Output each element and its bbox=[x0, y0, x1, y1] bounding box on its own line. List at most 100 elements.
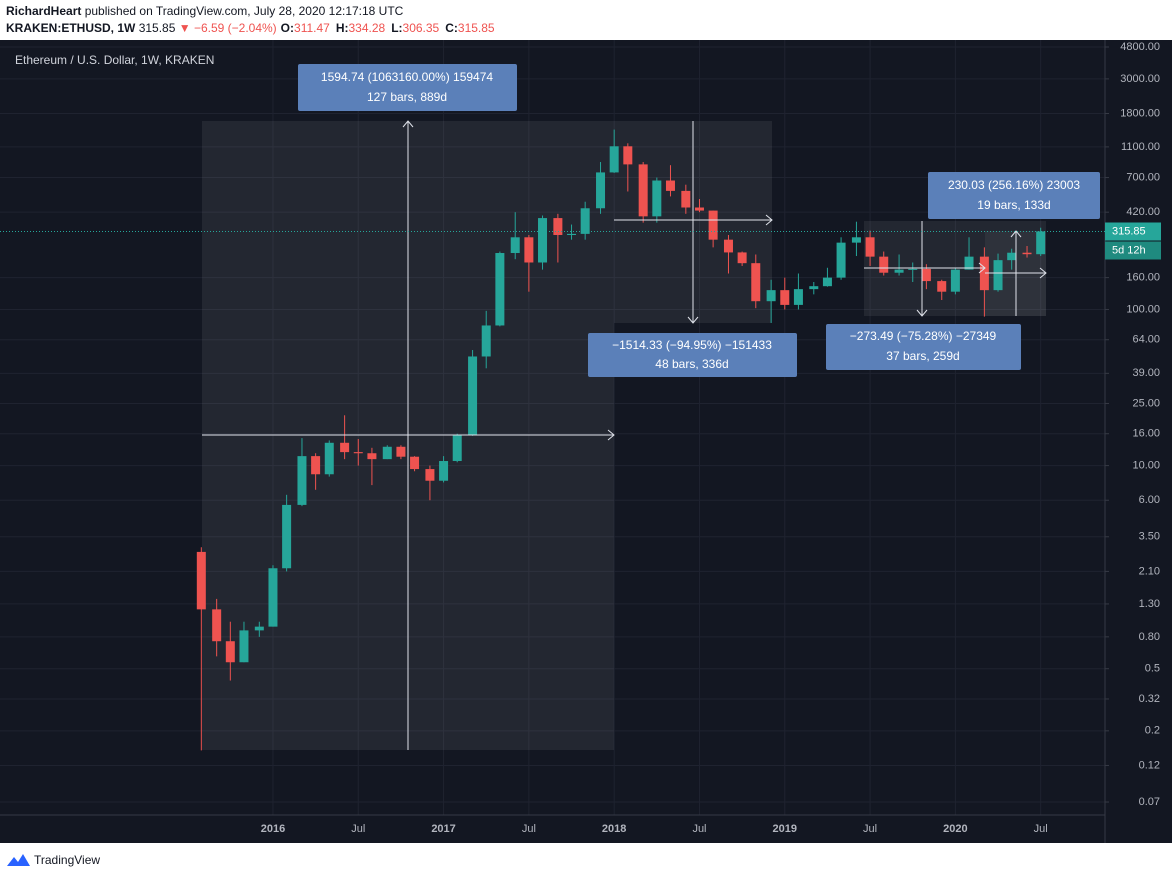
chart-title: Ethereum / U.S. Dollar, 1W, KRAKEN bbox=[15, 53, 214, 67]
y-tick-label: 3000.00 bbox=[1120, 73, 1160, 85]
candle-body bbox=[510, 237, 520, 254]
candles bbox=[196, 129, 1046, 751]
annotation-box bbox=[826, 324, 1021, 370]
candle-body bbox=[793, 289, 803, 305]
y-tick-label: 0.2 bbox=[1145, 725, 1160, 737]
candle-body bbox=[681, 190, 691, 208]
candle-body bbox=[538, 218, 548, 263]
arrow-head bbox=[1010, 230, 1022, 238]
candle-body bbox=[468, 356, 478, 436]
candle-body bbox=[382, 446, 392, 460]
y-tick-label: 160.00 bbox=[1126, 272, 1160, 284]
candle-body bbox=[879, 256, 889, 273]
candle-body bbox=[524, 237, 534, 263]
header-bg bbox=[0, 0, 1172, 40]
candle-body bbox=[297, 456, 307, 505]
candle-body bbox=[993, 260, 1003, 291]
y-tick-label: 39.00 bbox=[1132, 367, 1160, 379]
y-tick-label: 2.10 bbox=[1139, 565, 1160, 577]
y-tick-label: 0.32 bbox=[1139, 693, 1160, 705]
annotation-box bbox=[588, 333, 797, 377]
header-line-2: KRAKEN:ETHUSD, 1W 315.85 ▼ −6.59 (−2.04%… bbox=[6, 21, 495, 35]
candle-body bbox=[638, 164, 648, 217]
annotation-text: 1594.74 (1063160.00%) 159474 bbox=[321, 70, 493, 84]
footer-logo bbox=[7, 854, 30, 866]
candle-body bbox=[268, 568, 278, 627]
candle-body bbox=[212, 609, 222, 642]
annotation-text: 48 bars, 336d bbox=[655, 357, 728, 371]
y-tick-label: 3.50 bbox=[1139, 531, 1160, 543]
footer-brand: TradingView bbox=[34, 853, 100, 867]
annotation-labels: 1594.74 (1063160.00%) 159474 127 bars, 8… bbox=[298, 64, 1100, 377]
ohlc-value: 311.47 bbox=[294, 21, 330, 35]
y-tick-label: 10.00 bbox=[1132, 460, 1160, 472]
candle-body bbox=[623, 146, 633, 165]
published: published on TradingView.com, July 28, 2… bbox=[85, 4, 404, 18]
y-tick-label: 25.00 bbox=[1132, 397, 1160, 409]
arrow-head bbox=[1039, 267, 1047, 279]
ohlc-label: L: bbox=[391, 21, 402, 35]
candle-body bbox=[865, 237, 875, 257]
candle-body bbox=[937, 281, 947, 292]
candle-body bbox=[410, 456, 420, 470]
candle-body bbox=[254, 626, 264, 631]
candle-body bbox=[481, 325, 491, 357]
candle-body bbox=[979, 256, 989, 291]
candle-body bbox=[340, 442, 350, 453]
arrow-head bbox=[765, 214, 773, 226]
candle-body bbox=[822, 277, 832, 287]
candle-body bbox=[425, 469, 435, 481]
y-tick-label: 420.00 bbox=[1126, 206, 1160, 218]
candle-body bbox=[921, 268, 931, 282]
ohlc-value: 306.35 bbox=[403, 21, 440, 35]
candle-body bbox=[665, 180, 675, 191]
candle-body bbox=[908, 268, 918, 270]
candle-body bbox=[809, 286, 819, 290]
grid bbox=[0, 40, 1105, 815]
change: ▼ −6.59 (−2.04%) bbox=[179, 21, 277, 35]
candle-body bbox=[780, 290, 790, 305]
ohlc-label: O: bbox=[281, 21, 294, 35]
x-tick-label: 2019 bbox=[773, 823, 797, 835]
y-tick-label: 100.00 bbox=[1126, 303, 1160, 315]
annotation-text: 19 bars, 133d bbox=[977, 198, 1050, 212]
last-price-box bbox=[1105, 222, 1161, 241]
candle-body bbox=[225, 641, 235, 663]
x-tick-label: 2020 bbox=[943, 823, 967, 835]
candle-body bbox=[239, 630, 249, 663]
y-tick-label: 0.5 bbox=[1145, 663, 1160, 675]
y-tick-label: 0.07 bbox=[1139, 796, 1160, 808]
candle-body bbox=[723, 239, 733, 253]
y-tick-label: 700.00 bbox=[1126, 171, 1160, 183]
candle-body bbox=[282, 504, 292, 569]
candle-body bbox=[439, 461, 449, 481]
arrow-head bbox=[687, 316, 699, 324]
candle-body bbox=[1036, 231, 1046, 255]
candle-body bbox=[1022, 252, 1032, 255]
arrow-head bbox=[607, 429, 615, 441]
y-tick-label: 1100.00 bbox=[1121, 141, 1160, 153]
candle-body bbox=[553, 218, 563, 235]
y-tick-label: 16.00 bbox=[1132, 428, 1160, 440]
y-tick-label: 0.12 bbox=[1139, 759, 1160, 771]
annotation-text: −273.49 (−75.28%) −27349 bbox=[850, 329, 997, 343]
annotation-text: 230.03 (256.16%) 23003 bbox=[948, 178, 1080, 192]
candle-body bbox=[580, 208, 590, 234]
candle-body bbox=[964, 256, 974, 270]
candle-body bbox=[751, 263, 761, 302]
arrow-head bbox=[978, 262, 986, 274]
ohlc-value: 334.28 bbox=[349, 21, 386, 35]
candle-body bbox=[950, 269, 960, 292]
y-tick-label: 1800.00 bbox=[1120, 107, 1160, 119]
candle-body bbox=[367, 453, 377, 460]
y-tick-label: 1.30 bbox=[1139, 598, 1160, 610]
header-line-1: RichardHeart published on TradingView.co… bbox=[6, 4, 404, 18]
y-tick-label: 4800.00 bbox=[1120, 41, 1160, 53]
arrow-head bbox=[916, 309, 928, 317]
candle-body bbox=[196, 551, 206, 610]
arrow-head bbox=[402, 120, 414, 128]
candle-body bbox=[567, 233, 577, 235]
candle-body bbox=[396, 446, 406, 457]
x-tick-label: 2016 bbox=[261, 823, 285, 835]
countdown-box bbox=[1105, 241, 1161, 260]
